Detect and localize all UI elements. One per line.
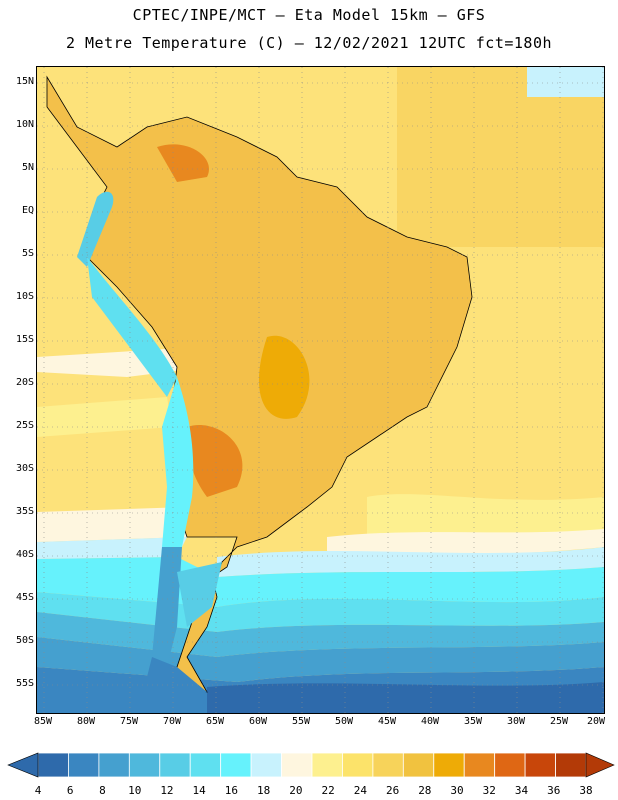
ocean-temperature-field [37, 67, 604, 713]
lon-label-65w: 65W [205, 716, 225, 727]
colorbar-tick-32: 32 [483, 784, 496, 797]
colorbar-swatch-4 [159, 752, 191, 778]
colorbar-swatch-11 [372, 752, 404, 778]
lat-label-5s: 5S [21, 248, 34, 259]
colorbar-tick-6: 6 [67, 784, 74, 797]
colorbar-swatch-10 [342, 752, 374, 778]
colorbar-swatch-14 [463, 752, 496, 778]
colorbar-swatch-3 [128, 752, 161, 778]
colorbar-tick-4: 4 [35, 784, 42, 797]
lon-label-20w: 20W [586, 716, 606, 727]
lon-label-45w: 45W [377, 716, 397, 727]
colorbar-tick-36: 36 [547, 784, 560, 797]
lon-label-55w: 55W [291, 716, 311, 727]
colorbar-swatch-1 [68, 752, 100, 778]
lat-label-20s: 20S [15, 377, 34, 388]
temperature-map [36, 66, 605, 714]
colorbar-swatch-8 [281, 752, 313, 778]
temperature-colorbar: 4 6 8 10 12 14 16 18 20 22 24 26 28 30 32 34 36 38 [7, 752, 615, 797]
lon-label-50w: 50W [334, 716, 354, 727]
map-subtitle: 2 Metre Temperature (C) – 12/02/2021 12U… [65, 34, 553, 52]
colorbar-boxes [37, 752, 587, 778]
colorbar-swatch-9 [311, 752, 343, 778]
colorbar-swatch-13 [433, 752, 465, 778]
colorbar-tick-26: 26 [386, 784, 399, 797]
colorbar-swatch-0 [37, 752, 69, 778]
colorbar-tick-10: 10 [128, 784, 141, 797]
lon-label-25w: 25W [549, 716, 569, 727]
lon-label-35w: 35W [463, 716, 483, 727]
colorbar-tick-30: 30 [450, 784, 463, 797]
colorbar-tick-28: 28 [418, 784, 431, 797]
lon-label-75w: 75W [119, 716, 139, 727]
lat-label-5n: 5N [21, 162, 34, 173]
lon-label-40w: 40W [420, 716, 440, 727]
map-canvas [37, 67, 604, 713]
colorbar-tick-16: 16 [225, 784, 238, 797]
lat-label-55s: 55S [15, 678, 34, 689]
colorbar-swatch-2 [98, 752, 130, 778]
colorbar-swatch-6 [220, 752, 252, 778]
south-america-land [46, 75, 473, 697]
colorbar-swatch-12 [402, 752, 435, 778]
colorbar-tick-38: 38 [579, 784, 592, 797]
lat-label-15n: 15N [15, 76, 34, 87]
colorbar-swatch-17 [555, 752, 587, 778]
colorbar-swatch-5 [189, 752, 222, 778]
lat-label-25s: 25S [15, 420, 34, 431]
map-title: CPTEC/INPE/MCT – Eta Model 15km – GFS [132, 6, 486, 24]
lat-label-10s: 10S [15, 291, 34, 302]
colorbar-swatch-7 [250, 752, 282, 778]
lat-label-35s: 35S [15, 506, 34, 517]
lat-label-eq: EQ [21, 205, 34, 216]
colorbar-tick-8: 8 [99, 784, 106, 797]
colorbar-ticks: 4 6 8 10 12 14 16 18 20 22 24 26 28 30 32 34 36 38 [35, 784, 593, 797]
lat-label-50s: 50S [15, 635, 34, 646]
colorbar-tick-12: 12 [160, 784, 173, 797]
colorbar-tick-34: 34 [515, 784, 529, 797]
colorbar-tick-20: 20 [289, 784, 302, 797]
lon-label-70w: 70W [162, 716, 182, 727]
colorbar-swatch-16 [524, 752, 556, 778]
colorbar-high-arrow [585, 752, 615, 778]
lon-label-60w: 60W [248, 716, 268, 727]
colorbar-tick-24: 24 [354, 784, 368, 797]
colorbar-low-arrow [7, 752, 39, 778]
lat-label-40s: 40S [15, 549, 34, 560]
colorbar-tick-18: 18 [257, 784, 270, 797]
colorbar-tick-22: 22 [321, 784, 334, 797]
lat-label-10n: 10N [15, 119, 34, 130]
lon-label-30w: 30W [506, 716, 526, 727]
lat-label-15s: 15S [15, 334, 34, 345]
colorbar-swatch-15 [494, 752, 526, 778]
lat-label-30s: 30S [15, 463, 34, 474]
lon-label-85w: 85W [33, 716, 53, 727]
lon-label-80w: 80W [76, 716, 96, 727]
colorbar-tick-14: 14 [193, 784, 207, 797]
lat-label-45s: 45S [15, 592, 34, 603]
